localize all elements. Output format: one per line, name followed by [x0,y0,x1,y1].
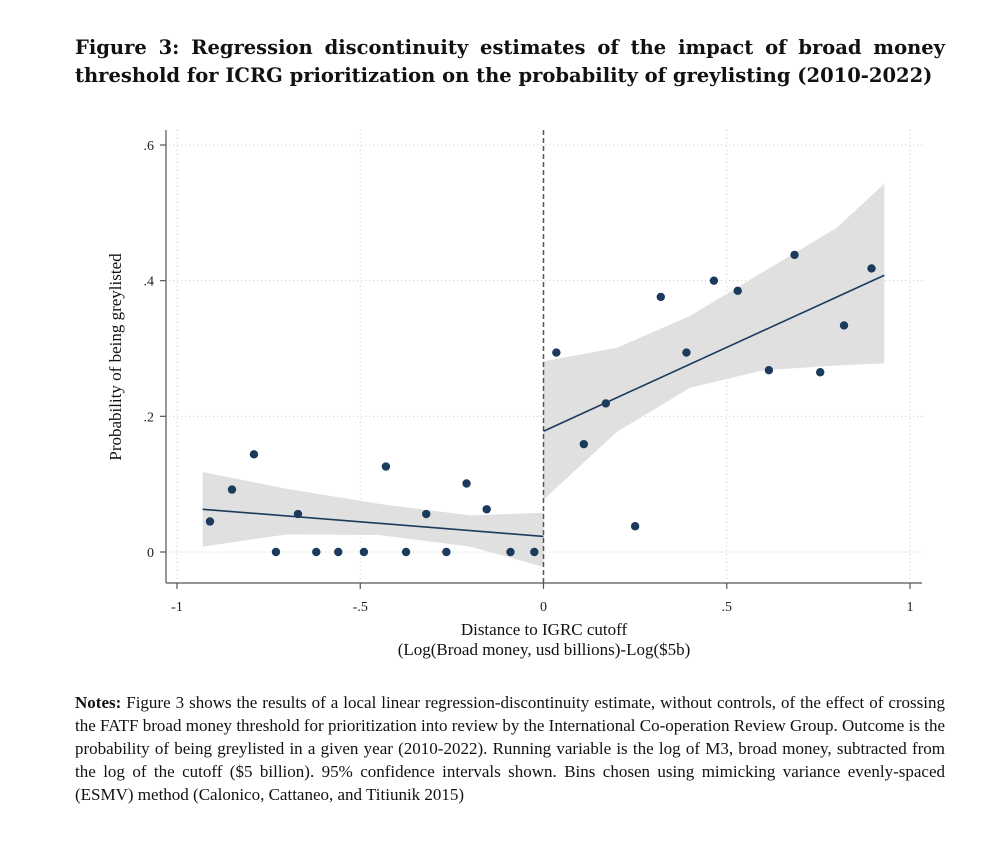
data-point [205,517,215,526]
ci-band-right [543,183,885,500]
data-point [630,522,640,531]
data-point [482,505,491,514]
data-point [816,368,825,377]
data-point [359,547,369,557]
x-tick-label: .5 [722,600,733,615]
notes-label: Notes: [75,693,122,712]
ci-band-left [202,472,544,567]
data-point [506,547,515,557]
axis-labels: Distance to IGRC cutoff (Log(Broad money… [106,253,690,659]
data-point [839,321,849,330]
data-point [462,479,471,488]
confidence-bands [202,183,885,567]
data-point [422,509,431,519]
x-tick-label: 1 [907,600,914,615]
data-point [709,276,719,285]
data-point [293,509,303,519]
x-axis-label-secondary: (Log(Broad money, usd billions)-Log($5b) [398,640,691,659]
fit-lines [202,274,885,538]
y-axis-label: Probability of being greylisted [106,253,125,461]
axes: -1 -.5 0 .5 1 0 .2 .4 .6 [144,130,922,615]
y-tick-label: 0 [147,546,154,561]
data-point [579,439,589,449]
data-point [764,366,774,375]
data-point [733,286,742,296]
data-point [401,547,411,557]
data-point [381,462,391,471]
data-point [442,547,451,557]
data-point [530,547,539,557]
data-point [601,399,611,408]
data-point [271,547,281,557]
data-point [312,547,321,557]
x-tick-label: -.5 [353,600,368,615]
data-point [334,547,343,557]
data-point [790,250,799,260]
data-point [249,450,259,459]
binned-points [205,250,876,557]
x-tick-label: -1 [171,600,183,615]
figure-notes: Notes: Figure 3 shows the results of a l… [75,691,945,806]
x-axis-label: Distance to IGRC cutoff [461,620,628,639]
figure-title: Figure 3: Regression discontinuity estim… [75,36,945,87]
fit-line-right [543,274,885,432]
data-point [552,348,561,357]
data-point [656,292,665,302]
y-tick-label: .6 [144,139,155,154]
notes-text: Figure 3 shows the results of a local li… [75,693,946,804]
y-tick-label: .4 [144,275,155,290]
data-point [227,485,237,494]
data-point [682,348,691,357]
x-tick-label: 0 [540,600,547,615]
data-point [867,264,876,273]
fit-line-left [202,508,544,538]
y-tick-label: .2 [144,410,155,425]
